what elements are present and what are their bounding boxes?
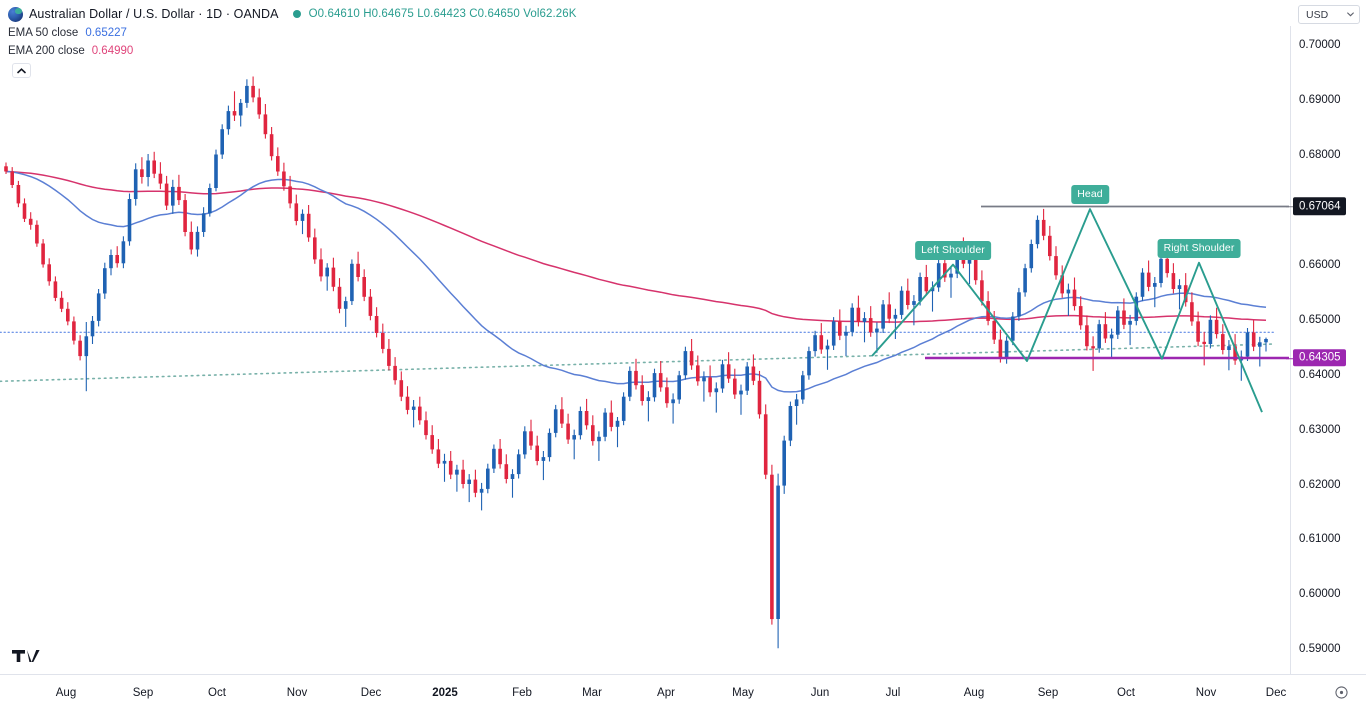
ema50-value: 0.65227 [85,26,127,39]
price-axis-label: 0.65000 [1299,313,1341,326]
tradingview-logo[interactable] [12,648,40,669]
price-axis-label: 0.64000 [1299,368,1341,381]
price-axis[interactable]: 0.70000 0.69000 0.68000 0.67064 0.66000 0.650… [1286,26,1366,674]
price-axis-label: 0.59000 [1299,643,1341,656]
ohlc-values: O0.64610 H0.64675 L0.64423 C0.64650 Vol6… [308,8,577,20]
pattern-label-right-shoulder[interactable]: Right Shoulder [1157,238,1241,258]
current-price-badge[interactable]: 0.64305 [1286,349,1346,367]
price-axis-label: 0.68000 [1299,149,1341,162]
chevron-down-icon [1347,12,1354,17]
ema200-value: 0.64990 [91,44,134,57]
time-axis-label: Aug [55,687,77,699]
price-axis-label: 0.60000 [1299,588,1341,601]
time-axis-label: Dec [360,687,382,699]
time-axis-label: Sep [1037,687,1059,699]
price-axis-label: 0.70000 [1299,39,1341,52]
currency-select-value: USD [1306,8,1329,21]
chart-legend: Australian Dollar / U.S. Dollar · 1D · O… [0,0,577,59]
legend-ema200-row[interactable]: EMA 200 close 0.64990 [8,42,577,59]
series-color-dot [292,10,301,18]
price-axis-label: 0.61000 [1299,533,1341,546]
legend-ema50-row[interactable]: EMA 50 close 0.65227 [8,24,577,41]
chart-plot-area[interactable] [0,26,1290,674]
ema50-label: EMA 50 close [8,26,79,39]
pattern-label-left-shoulder[interactable]: Left Shoulder [915,240,991,260]
time-axis-label: Nov [1195,687,1217,699]
time-axis-label: Nov [286,687,308,699]
time-axis-label: Oct [208,687,226,699]
time-axis-label: Feb [512,687,532,699]
oanda-globe-icon [8,6,23,22]
chevron-up-icon[interactable] [12,63,31,78]
clock-icon[interactable] [1335,686,1348,699]
price-axis-label: 0.69000 [1299,94,1341,107]
time-axis-label: Apr [657,687,675,699]
legend-symbol-row[interactable]: Australian Dollar / U.S. Dollar · 1D · O… [8,5,577,23]
time-axis-label: Jun [810,687,830,699]
price-axis-label: 0.62000 [1299,478,1341,491]
time-axis-label: Mar [582,687,602,699]
price-chart-svg [0,76,1289,649]
symbol-title[interactable]: Australian Dollar / U.S. Dollar · 1D · O… [29,7,279,21]
pattern-label-head[interactable]: Head [1071,185,1109,205]
time-axis-label: May [732,687,754,699]
currency-select[interactable]: USD [1298,5,1360,24]
time-axis[interactable]: Aug Sep Oct Nov Dec 2025 Feb Mar Apr May Jun Jul Aug… [0,674,1366,713]
price-axis-label: 0.63000 [1299,423,1341,436]
candlesticks [4,76,1268,649]
time-axis-label: Aug [963,687,985,699]
time-axis-label: Sep [132,687,154,699]
resistance-price-badge[interactable]: 0.67064 [1286,197,1346,216]
time-axis-label: Oct [1117,687,1135,699]
time-axis-label: Jul [885,687,901,699]
time-axis-label: Dec [1265,687,1287,699]
time-axis-label: 2025 [432,687,458,699]
price-axis-label: 0.66000 [1299,258,1341,271]
ema200-label: EMA 200 close [8,44,85,57]
